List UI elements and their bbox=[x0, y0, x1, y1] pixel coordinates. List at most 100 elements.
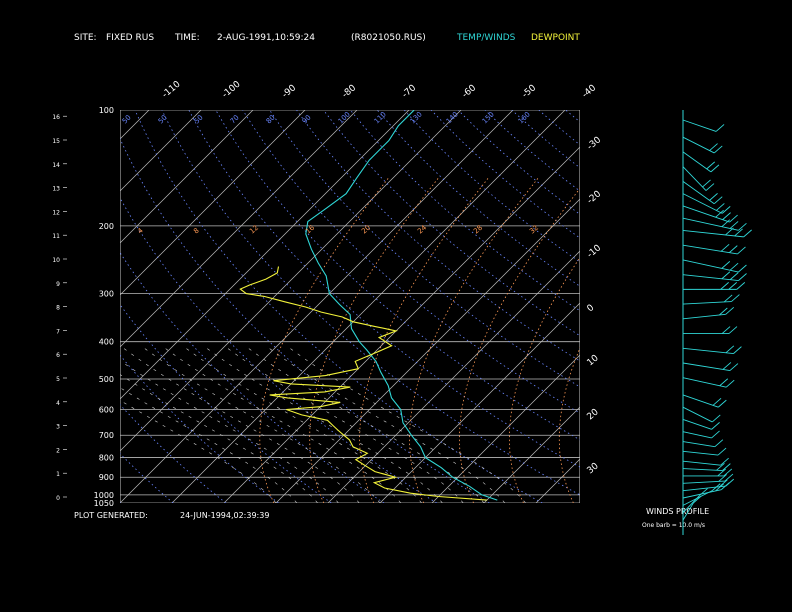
isotherm-label-top: -80 bbox=[341, 83, 359, 100]
mixing-ratio-line bbox=[459, 187, 580, 503]
mixing-ratio-label: 12 bbox=[248, 224, 260, 236]
isotherm-line bbox=[120, 110, 254, 244]
dry-adiabat-label: 140 bbox=[445, 110, 460, 125]
wind-barb-flag bbox=[738, 222, 747, 231]
wind-barb-shaft bbox=[682, 460, 721, 466]
wind-barb-shaft bbox=[682, 259, 739, 273]
wind-barb-flag bbox=[737, 246, 746, 255]
wind-barb-flag bbox=[743, 229, 752, 238]
moist-adiabat bbox=[120, 387, 298, 503]
time-label: TIME: bbox=[175, 33, 200, 43]
series-layer bbox=[239, 110, 498, 501]
dewpoint-profile-line bbox=[239, 266, 487, 501]
wind-barb-flag bbox=[711, 422, 720, 430]
wind-barb-flag bbox=[725, 478, 735, 487]
dry-adiabat-label: 80 bbox=[265, 113, 277, 125]
wind-barb-shaft bbox=[682, 362, 731, 371]
dry-adiabat bbox=[120, 502, 121, 503]
dry-adiabat bbox=[188, 110, 580, 468]
wind-barb-shaft bbox=[682, 274, 739, 281]
dry-adiabat bbox=[215, 110, 580, 441]
wind-barb-flag bbox=[719, 378, 729, 387]
moist-adiabat bbox=[203, 345, 443, 503]
dry-adiabat-label: 110 bbox=[373, 110, 388, 125]
mixing-ratio-line bbox=[259, 177, 389, 503]
dry-adiabat-label: 50 bbox=[193, 113, 205, 125]
wind-barb-shaft bbox=[682, 419, 712, 430]
wind-barb-flag bbox=[721, 219, 731, 227]
wind-barb-flag bbox=[725, 306, 735, 315]
pressure-tick-label: 600 bbox=[99, 405, 114, 414]
moist-adiabat bbox=[120, 374, 318, 503]
isotherm-line bbox=[431, 354, 580, 503]
winds-profile-title: WINDS PROFILE bbox=[646, 507, 710, 516]
wind-barb-shaft bbox=[682, 193, 723, 214]
isotherm-line bbox=[535, 458, 580, 503]
dry-adiabat bbox=[511, 110, 580, 169]
mixing-ratio-label: 8 bbox=[192, 227, 201, 236]
wind-barb-shaft bbox=[682, 301, 732, 305]
isotherm-line bbox=[171, 110, 566, 503]
wind-barb-flag bbox=[729, 272, 739, 280]
wind-barb-flag bbox=[713, 196, 723, 205]
pressure-tick-label: 500 bbox=[99, 375, 114, 384]
winds-barb-note: One barb = 10.0 m/s bbox=[642, 522, 705, 529]
pressure-tick-label: 200 bbox=[99, 222, 114, 231]
wind-barb-shaft bbox=[682, 485, 726, 492]
height-tick-label: 3 bbox=[56, 424, 60, 431]
mixing-ratio-label: 4 bbox=[136, 226, 145, 235]
dry-adiabat bbox=[120, 403, 227, 503]
mixing-ratio-label: 20 bbox=[360, 224, 372, 236]
wind-barb-shaft bbox=[682, 394, 719, 408]
isotherm-label-right: -20 bbox=[586, 189, 604, 206]
wind-barb-flag bbox=[715, 124, 725, 132]
dry-adiabat bbox=[620, 110, 792, 503]
wind-barb-flag bbox=[711, 414, 721, 423]
height-tick-label: 11 bbox=[52, 233, 60, 240]
dry-adiabat bbox=[430, 110, 580, 239]
wind-barb-flag bbox=[720, 243, 730, 252]
wind-barb-flag bbox=[714, 439, 724, 448]
wind-barb-flag bbox=[709, 193, 718, 201]
isotherm-label-top: -90 bbox=[281, 83, 299, 100]
file-id: (R8021050.RUS) bbox=[351, 33, 426, 43]
wind-barb-shaft bbox=[682, 450, 719, 456]
wind-barb-shaft bbox=[682, 136, 715, 154]
isotherm-line bbox=[120, 110, 410, 400]
wind-barb-flag bbox=[715, 209, 724, 218]
dry-adiabat bbox=[161, 110, 580, 496]
wind-barb-shaft bbox=[682, 441, 715, 448]
moist-adiabat bbox=[120, 345, 360, 503]
wind-barb-flag bbox=[721, 326, 731, 334]
isotherm-label-top: -40 bbox=[581, 83, 599, 100]
wind-barb-flag bbox=[724, 473, 734, 482]
isotherm-label-top: -60 bbox=[461, 83, 479, 100]
isotherm-line bbox=[275, 198, 580, 503]
wind-barb-flag bbox=[729, 262, 739, 271]
mixing-ratio-line bbox=[509, 256, 580, 503]
pressure-tick-label: 1000 bbox=[94, 491, 114, 500]
height-tick-label: 1 bbox=[56, 471, 60, 478]
wind-barb-flag bbox=[721, 261, 731, 269]
dry-adiabat bbox=[565, 110, 580, 123]
wind-barb-flag bbox=[733, 346, 742, 354]
temperature-profile-line bbox=[305, 110, 498, 501]
pressure-tick-label: 400 bbox=[99, 338, 114, 347]
isotherm-label-right: 0 bbox=[586, 303, 597, 315]
wind-barb-shaft bbox=[682, 166, 707, 191]
wind-barb-shaft bbox=[682, 180, 715, 205]
dry-adiabat bbox=[349, 110, 580, 312]
moist-adiabat bbox=[140, 345, 381, 503]
isotherm-line bbox=[120, 110, 202, 192]
wind-barb-flag bbox=[706, 161, 716, 170]
dry-adiabat bbox=[120, 197, 438, 503]
dry-adiabat bbox=[0, 110, 15, 503]
mixing-ratio-line bbox=[359, 177, 489, 503]
wind-barb-flag bbox=[717, 468, 726, 477]
wind-barb-flag bbox=[720, 282, 729, 290]
height-tick-label: 16 bbox=[52, 114, 60, 121]
height-tick-label: 8 bbox=[56, 305, 60, 312]
height-tick-label: 13 bbox=[52, 186, 60, 193]
isotherm-line bbox=[120, 110, 358, 348]
height-tick-label: 15 bbox=[52, 138, 60, 145]
